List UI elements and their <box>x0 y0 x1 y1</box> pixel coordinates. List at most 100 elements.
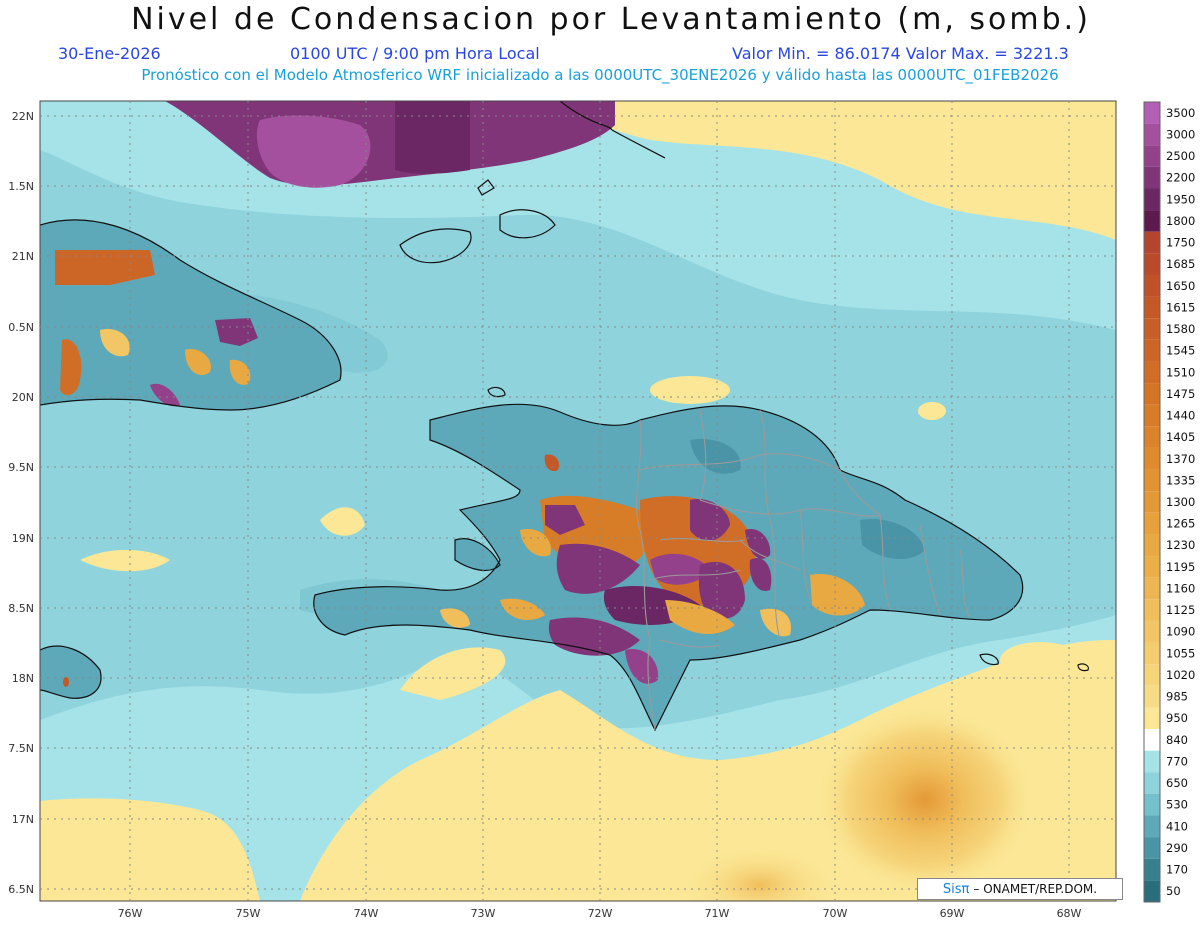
colorbar-swatch <box>1144 339 1160 362</box>
colorbar-swatch <box>1144 210 1160 232</box>
colorbar-swatch <box>1144 123 1160 146</box>
colorbar-swatch <box>1144 620 1160 643</box>
colorbar-label: 1125 <box>1166 603 1195 617</box>
lat-label: 1.5N <box>8 180 34 193</box>
colorbar-label: 1800 <box>1166 214 1195 228</box>
lon-label: 72W <box>588 907 613 920</box>
colorbar-swatch <box>1144 599 1160 621</box>
model-info: Pronóstico con el Modelo Atmosferico WRF… <box>141 66 1059 84</box>
colorbar-swatch <box>1144 491 1160 513</box>
colorbar-swatch <box>1144 858 1160 881</box>
colorbar-label: 950 <box>1166 711 1188 725</box>
colorbar-swatch <box>1144 318 1160 340</box>
colorbar-label: 1650 <box>1166 279 1195 293</box>
colorbar-swatch <box>1144 729 1160 751</box>
credit-org: – ONAMET/REP.DOM. <box>973 882 1098 896</box>
colorbar-swatch <box>1144 166 1160 189</box>
lat-label: 8.5N <box>8 602 34 615</box>
colorbar-swatch <box>1144 793 1160 816</box>
colorbar-swatch <box>1144 556 1160 578</box>
colorbar-swatch <box>1144 361 1160 384</box>
colorbar-swatch <box>1144 707 1160 730</box>
colorbar-label: 650 <box>1166 776 1188 790</box>
map-frame <box>39 100 1117 902</box>
lon-label: 76W <box>118 907 143 920</box>
lat-label: 20N <box>12 391 34 404</box>
lon-label: 69W <box>940 907 965 920</box>
colorbar-label: 1750 <box>1166 236 1195 250</box>
colorbar-swatch <box>1144 837 1160 859</box>
colorbar-swatch <box>1144 383 1160 405</box>
colorbar-swatch <box>1144 642 1160 665</box>
colorbar-swatch <box>1144 534 1160 557</box>
colorbar-label: 50 <box>1166 884 1181 898</box>
colorbar-label: 1020 <box>1166 668 1195 682</box>
latitude-labels: 22N 1.5N 21N 0.5N 20N 9.5N 19N 8.5N 18N … <box>8 110 34 896</box>
colorbar-swatch <box>1144 231 1160 254</box>
colorbar-swatch <box>1144 102 1160 124</box>
colorbar-swatch <box>1144 188 1160 211</box>
colorbar-label: 1950 <box>1166 192 1195 206</box>
colorbar-swatch <box>1144 772 1160 794</box>
colorbar-label: 410 <box>1166 819 1188 833</box>
colorbar-swatch <box>1144 253 1160 275</box>
colorbar-frame <box>1143 101 1161 903</box>
colorbar-label: 3000 <box>1166 127 1195 141</box>
colorbar-label: 1580 <box>1166 322 1195 336</box>
colorbar-label: 1335 <box>1166 473 1195 487</box>
colorbar-label: 1475 <box>1166 387 1195 401</box>
colorbar-label: 1300 <box>1166 495 1195 509</box>
colorbar-label: 3500 <box>1166 106 1195 120</box>
colorbar-swatch <box>1144 447 1160 470</box>
colorbar-label: 1265 <box>1166 517 1195 531</box>
colorbar-swatch <box>1144 880 1160 902</box>
colorbar-label: 1545 <box>1166 344 1195 358</box>
colorbar-swatch <box>1144 145 1160 167</box>
colorbar: 3500 3000 2500 2200 1950 1800 1750 1685 1650 1615… <box>1143 101 1195 903</box>
longitude-labels: 76W 75W 74W 73W 72W 71W 70W 69W 68W <box>118 907 1082 920</box>
credit-box: Sisπ – ONAMET/REP.DOM. <box>917 878 1123 900</box>
lat-label: 18N <box>12 672 34 685</box>
colorbar-swatch <box>1144 685 1160 708</box>
forecast-time: 0100 UTC / 9:00 pm Hora Local <box>290 44 540 63</box>
colorbar-label: 1615 <box>1166 300 1195 314</box>
colorbar-swatch <box>1144 296 1160 319</box>
colorbar-swatch <box>1144 750 1160 773</box>
lon-label: 71W <box>705 907 730 920</box>
colorbar-swatch <box>1144 512 1160 535</box>
lat-label: 21N <box>12 250 34 263</box>
colorbar-label: 530 <box>1166 798 1188 812</box>
forecast-date: 30-Ene-2026 <box>58 44 161 63</box>
min-max-values: Valor Min. = 86.0174 Valor Max. = 3221.3 <box>732 44 1069 63</box>
colorbar-label: 1230 <box>1166 538 1195 552</box>
lon-label: 75W <box>236 907 261 920</box>
colorbar-swatch <box>1144 274 1160 297</box>
colorbar-label: 1685 <box>1166 257 1195 271</box>
colorbar-label: 985 <box>1166 690 1188 704</box>
colorbar-label: 1090 <box>1166 625 1195 639</box>
colorbar-label: 1405 <box>1166 430 1195 444</box>
colorbar-swatch <box>1144 577 1160 600</box>
lat-label: 17N <box>12 813 34 826</box>
coastlines <box>40 101 1089 732</box>
field-layer <box>40 101 1116 901</box>
colorbar-label: 2200 <box>1166 171 1195 185</box>
sis-logo-text: Sisπ <box>942 881 970 897</box>
lat-label: 0.5N <box>8 321 34 334</box>
colorbar-label: 1055 <box>1166 646 1195 660</box>
colorbar-label: 770 <box>1166 754 1188 768</box>
lon-label: 70W <box>823 907 848 920</box>
colorbar-label: 2500 <box>1166 149 1195 163</box>
lat-label: 9.5N <box>8 461 34 474</box>
colorbar-label: 840 <box>1166 733 1188 747</box>
colorbar-swatch <box>1144 404 1160 427</box>
colorbar-label: 1195 <box>1166 560 1195 574</box>
colorbar-swatch <box>1144 664 1160 686</box>
colorbar-swatch <box>1144 426 1160 448</box>
colorbar-label: 290 <box>1166 841 1188 855</box>
colorbar-label: 1440 <box>1166 409 1195 423</box>
lon-label: 73W <box>471 907 496 920</box>
lon-label: 74W <box>354 907 379 920</box>
province-boundaries <box>635 409 971 731</box>
